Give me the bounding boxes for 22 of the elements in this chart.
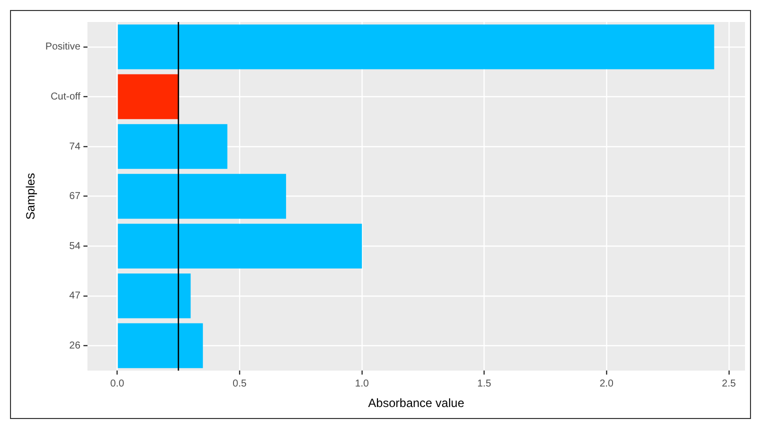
y-tick-label: 74	[69, 141, 81, 152]
bar	[118, 224, 362, 269]
bar	[118, 174, 286, 219]
bar	[118, 124, 228, 169]
bar	[118, 273, 191, 318]
y-tick-label: Cut-off	[50, 91, 81, 102]
y-tick-label: 67	[69, 191, 81, 202]
y-axis-title: Samples	[24, 172, 38, 220]
x-tick-label: 1.5	[477, 378, 492, 390]
x-tick-label: 2.5	[722, 378, 736, 390]
y-tick-label: Positive	[45, 42, 81, 53]
x-tick-label: 0.0	[110, 378, 125, 390]
bar	[118, 24, 714, 70]
x-tick-label: 2.0	[600, 378, 614, 390]
bar	[118, 323, 203, 368]
bar	[118, 74, 178, 120]
x-tick-label: 0.5	[232, 378, 247, 390]
x-tick-label: 1.0	[354, 378, 370, 390]
x-axis-title: Absorbance value	[368, 396, 465, 410]
y-tick-label: 54	[69, 240, 81, 252]
y-tick-label: 26	[69, 340, 81, 352]
y-tick-label: 47	[69, 290, 81, 302]
